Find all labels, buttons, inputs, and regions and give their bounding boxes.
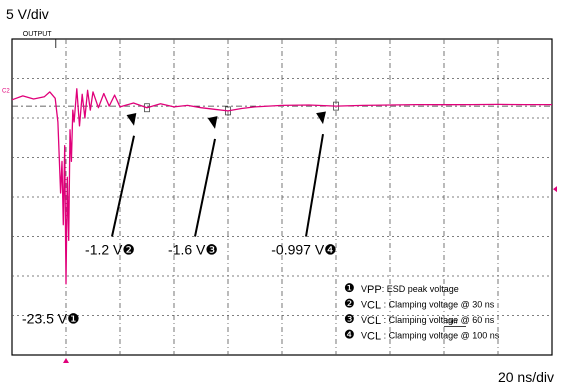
legend-item-text: VPP: ESD peak voltage	[361, 284, 459, 296]
measurement-point	[144, 103, 150, 113]
annotation-label: -1.6 V❸	[168, 242, 218, 258]
level-marker-right	[553, 186, 557, 193]
annotation-label: -0.997 V❹	[271, 242, 336, 258]
legend: ❶ VPP: ESD peak voltage ❷ VCL : Clamping vo…	[344, 281, 500, 343]
annotation-arrow-shaft	[305, 133, 324, 237]
min-label: min	[446, 318, 457, 325]
annotation-arrow-head	[207, 116, 218, 129]
legend-item-number: ❷	[344, 297, 355, 311]
grid	[11, 38, 553, 356]
trigger-marker-bottom	[63, 358, 69, 363]
channel-marker: C2	[2, 89, 10, 95]
legend-item-number: ❹	[344, 328, 355, 342]
annotation-label: -23.5 V❶	[22, 310, 80, 326]
y-scale-label: 5 V/div	[6, 6, 49, 22]
legend-item-text: VCL : Clamping voltage @ 100 ns	[361, 331, 500, 343]
channel-label: OUTPUT	[23, 31, 53, 38]
annotations: -1.2 V❷ -1.6 V❸ -0.997 V❹ -23.5 V❶	[22, 242, 337, 327]
channel-label-leader	[22, 38, 57, 48]
annotation-arrow-head	[316, 111, 326, 125]
annotation-arrow-shaft	[194, 138, 216, 237]
legend-item-number: ❸	[344, 312, 355, 326]
legend-item-number: ❶	[344, 281, 355, 295]
x-scale-label: 20 ns/div	[498, 369, 554, 385]
legend-item-text: VCL : Clamping voltage @ 30 ns	[361, 300, 495, 312]
annotation-arrow-shaft	[111, 135, 135, 237]
annotation-label: -1.2 V❷	[85, 242, 135, 258]
legend-item-text: VCL : Clamping voltage @ 60 ns	[361, 315, 495, 327]
series-trace	[11, 88, 552, 285]
marks: OUTPUT C2 min	[2, 31, 557, 363]
annotation-arrow-head	[126, 112, 137, 126]
